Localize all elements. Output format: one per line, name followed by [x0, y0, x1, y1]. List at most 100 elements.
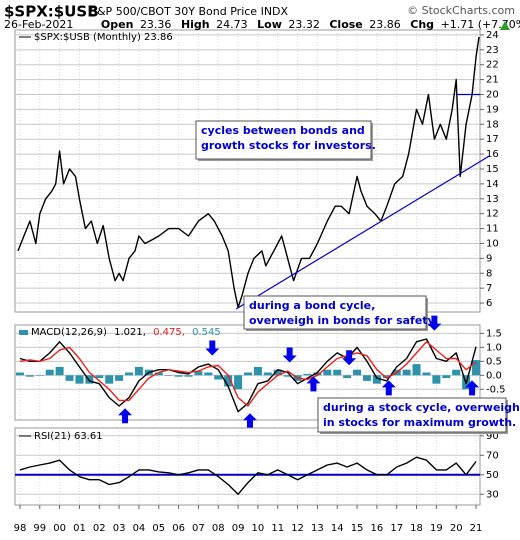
x-tick-label: 16: [371, 523, 384, 534]
field-value: +1.71 (+7.70%): [441, 18, 520, 31]
histogram-bar: [283, 375, 292, 377]
y-tick-label: 15: [486, 164, 499, 175]
x-tick-label: 11: [271, 523, 284, 534]
x-tick-label: 21: [470, 523, 483, 534]
y-tick-label: 22: [486, 60, 499, 71]
trend-line: [235, 155, 491, 310]
histogram-bar: [214, 375, 223, 380]
x-tick-label: 10: [252, 523, 265, 534]
histogram-bar: [372, 375, 381, 384]
y-tick-label: 1.5: [486, 328, 502, 339]
x-tick-label: 14: [331, 523, 344, 534]
x-tick-label: 06: [172, 523, 185, 534]
y-tick-label: 30: [486, 489, 499, 500]
panel-frame: [14, 427, 481, 506]
field-label: Close: [329, 18, 362, 31]
histogram-bar: [402, 369, 411, 376]
y-tick-label: 7: [486, 283, 492, 294]
histogram-bar: [75, 375, 84, 384]
y-tick-label: -0.5: [486, 384, 506, 395]
field-label: Open: [101, 18, 134, 31]
y-tick-label: 11: [486, 224, 499, 235]
x-tick-label: 17: [390, 523, 403, 534]
y-tick-label: 0.5: [486, 356, 502, 367]
y-tick-label: 12: [486, 209, 499, 220]
x-tick-label: 07: [192, 523, 205, 534]
y-tick-label: 10: [486, 238, 499, 249]
y-tick-label: 6: [486, 298, 492, 309]
arrow: [306, 376, 321, 392]
security-name: S&P 500/CBOT 30Y Bond Price INDX: [90, 5, 289, 18]
histogram-bar: [15, 372, 24, 376]
histogram-bar: [65, 375, 74, 381]
x-tick-label: 00: [53, 523, 66, 534]
arrow: [465, 380, 480, 396]
annotation-text: during a bond cycle,: [249, 299, 375, 312]
histogram-bar: [452, 369, 461, 376]
date: 26-Feb-2021: [4, 18, 73, 31]
y-tick-label: 21: [486, 75, 499, 86]
x-tick-label: 09: [232, 523, 245, 534]
legend-value: 0.475,: [153, 327, 185, 338]
arrow: [282, 347, 297, 363]
histogram-bar: [184, 375, 193, 377]
y-tick-label: 70: [486, 450, 499, 461]
annotation-text: during a stock cycle, overweigh: [323, 401, 520, 414]
arrow: [118, 408, 133, 424]
y-tick-label: 13: [486, 194, 499, 205]
histogram-bar: [353, 369, 362, 376]
x-tick-label: 08: [212, 523, 225, 534]
y-tick-label: 17: [486, 134, 499, 145]
field-value: 23.86: [369, 18, 401, 31]
annotation-box: [317, 397, 507, 433]
histogram-bar: [174, 375, 183, 377]
x-tick-label: 13: [311, 523, 324, 534]
x-tick-label: 98: [14, 523, 27, 534]
histogram-bar: [164, 375, 173, 376]
histogram-bar: [273, 369, 282, 376]
x-tick-label: 05: [152, 523, 165, 534]
y-tick-label: 8: [486, 268, 492, 279]
quote-line: 26-Feb-2021 Open 23.36 High 24.73 Low 23…: [4, 18, 520, 31]
histogram-bar: [134, 366, 143, 376]
field-label: High: [181, 18, 210, 31]
histogram-bar: [224, 375, 233, 387]
y-tick-label: 50: [486, 470, 499, 481]
y-tick-label: 23: [486, 45, 499, 56]
y-tick-label: 19: [486, 104, 499, 115]
histogram-bar: [45, 369, 54, 376]
histogram-bar: [85, 375, 94, 384]
x-tick-label: 12: [291, 523, 304, 534]
histogram-bar: [382, 375, 391, 379]
histogram-bar: [343, 375, 352, 379]
legend-value: 0.545: [192, 327, 221, 338]
data-line: [19, 338, 477, 413]
legend-swatch: [19, 330, 28, 335]
histogram-bar: [422, 372, 431, 376]
x-tick-label: 15: [351, 523, 364, 534]
annotation-text: cycles between bonds and: [201, 124, 365, 137]
histogram-bar: [243, 372, 252, 376]
histogram-bar: [55, 366, 64, 376]
histogram-bar: [25, 375, 34, 377]
legend: MACD(12,26,9) 1.021, 0.475, 0.545: [31, 327, 221, 338]
histogram-bar: [362, 375, 371, 381]
x-tick-label: 03: [113, 523, 126, 534]
data-line: [17, 36, 480, 309]
arrow: [427, 315, 442, 331]
annotation-box: [195, 120, 372, 160]
field-value: 23.36: [140, 18, 172, 31]
y-tick-label: 0.0: [486, 370, 502, 381]
histogram-bar: [194, 371, 203, 376]
y-tick-label: 18: [486, 119, 499, 130]
histogram-bar: [125, 372, 134, 376]
y-tick-label: 14: [486, 179, 499, 190]
x-tick-label: 01: [73, 523, 86, 534]
x-tick-label: 04: [133, 523, 146, 534]
arrow: [342, 350, 357, 366]
change-indicator: [500, 21, 510, 30]
data-line: [19, 456, 477, 495]
annotation-text: in stocks for maximum growth.: [323, 416, 516, 429]
y-tick-label: 20: [486, 90, 499, 101]
